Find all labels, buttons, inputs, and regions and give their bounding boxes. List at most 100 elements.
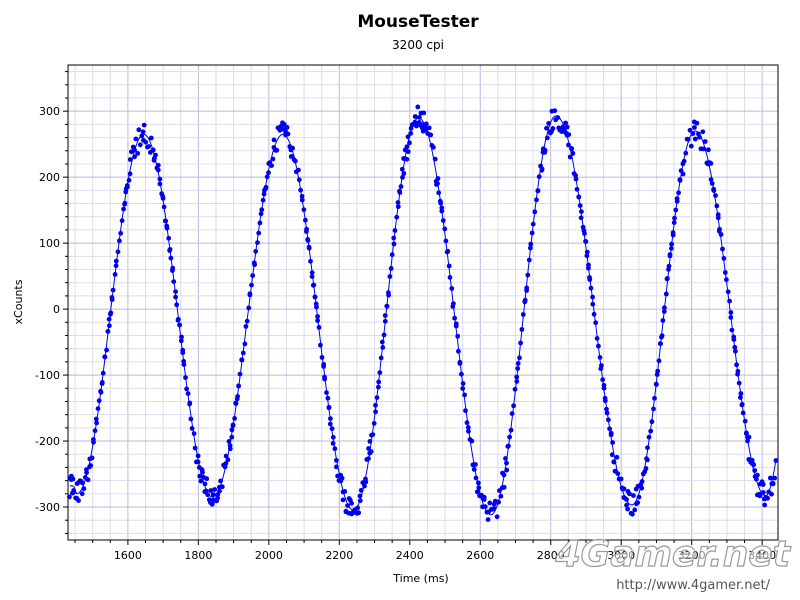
data-point bbox=[218, 478, 224, 484]
x-tick-label: 1800 bbox=[184, 549, 212, 562]
data-point bbox=[250, 273, 256, 278]
data-point bbox=[125, 184, 130, 190]
data-point bbox=[389, 252, 395, 258]
data-point bbox=[615, 471, 621, 476]
data-point bbox=[137, 142, 143, 148]
data-point bbox=[731, 334, 737, 340]
data-point bbox=[660, 318, 666, 323]
data-point bbox=[223, 461, 229, 466]
data-point bbox=[573, 173, 578, 178]
data-point bbox=[380, 345, 386, 350]
data-point bbox=[512, 386, 518, 392]
data-point bbox=[298, 187, 303, 193]
data-point bbox=[292, 158, 298, 164]
data-point bbox=[464, 420, 470, 426]
data-point bbox=[651, 406, 656, 412]
x-tick-label: 2200 bbox=[325, 549, 353, 562]
data-point bbox=[639, 479, 645, 484]
data-point bbox=[431, 144, 436, 150]
data-point bbox=[98, 388, 103, 394]
data-point bbox=[239, 357, 245, 363]
data-point bbox=[377, 370, 383, 375]
data-point bbox=[212, 487, 218, 492]
data-point bbox=[148, 135, 154, 141]
data-point bbox=[525, 272, 531, 278]
data-point bbox=[627, 491, 632, 497]
data-point bbox=[508, 427, 514, 433]
data-point bbox=[388, 266, 394, 271]
data-point bbox=[594, 336, 600, 341]
data-point bbox=[246, 305, 252, 311]
data-point bbox=[739, 401, 745, 407]
data-point bbox=[339, 475, 345, 481]
data-point bbox=[494, 514, 500, 520]
data-point bbox=[474, 489, 480, 495]
data-point bbox=[257, 220, 263, 226]
y-tick-label: 300 bbox=[39, 105, 60, 118]
data-point bbox=[711, 188, 717, 194]
data-point bbox=[415, 104, 421, 110]
data-point bbox=[443, 238, 449, 244]
data-point bbox=[491, 506, 497, 511]
data-point bbox=[701, 146, 707, 152]
data-point bbox=[167, 248, 173, 253]
series-points bbox=[67, 104, 779, 522]
data-point bbox=[514, 374, 520, 380]
data-point bbox=[652, 395, 657, 401]
data-point bbox=[597, 355, 603, 360]
data-point bbox=[168, 255, 174, 261]
data-point bbox=[498, 493, 504, 499]
data-point bbox=[249, 282, 254, 288]
data-point bbox=[184, 386, 190, 392]
data-point bbox=[447, 275, 453, 280]
data-point bbox=[229, 434, 235, 440]
data-point bbox=[772, 475, 778, 481]
data-point bbox=[104, 347, 109, 353]
data-point bbox=[692, 136, 698, 142]
data-point bbox=[391, 241, 397, 247]
data-point bbox=[127, 171, 133, 177]
data-point bbox=[266, 170, 271, 176]
plot-grid bbox=[68, 65, 778, 540]
data-point bbox=[110, 287, 116, 293]
data-point bbox=[683, 150, 689, 156]
data-point bbox=[258, 211, 264, 217]
data-point bbox=[259, 207, 265, 213]
data-point bbox=[342, 489, 348, 494]
data-point bbox=[760, 482, 766, 487]
x-axis-label: Time (ms) bbox=[392, 572, 448, 585]
data-point bbox=[234, 396, 240, 402]
data-point bbox=[305, 238, 311, 244]
data-point bbox=[674, 196, 680, 202]
data-point bbox=[624, 502, 629, 508]
data-point bbox=[310, 282, 316, 288]
data-point bbox=[532, 209, 538, 215]
data-point bbox=[760, 490, 766, 495]
data-point bbox=[155, 162, 161, 168]
data-point bbox=[237, 371, 243, 377]
data-point bbox=[247, 291, 253, 297]
data-point bbox=[315, 318, 320, 323]
data-point bbox=[624, 497, 629, 502]
data-point bbox=[645, 457, 650, 463]
data-point bbox=[630, 511, 635, 517]
data-point bbox=[91, 437, 96, 442]
data-point bbox=[692, 125, 697, 130]
data-point bbox=[84, 467, 89, 472]
y-axis-label: xCounts bbox=[12, 279, 25, 324]
data-point bbox=[183, 375, 188, 380]
data-point bbox=[649, 419, 655, 425]
data-point bbox=[284, 125, 290, 130]
data-point bbox=[528, 241, 534, 247]
data-point bbox=[734, 362, 739, 368]
y-tick-label: -100 bbox=[35, 369, 60, 382]
data-point bbox=[277, 127, 283, 133]
data-point bbox=[725, 289, 731, 295]
data-point bbox=[370, 432, 376, 437]
data-point bbox=[515, 366, 521, 371]
data-point bbox=[395, 204, 401, 210]
data-point bbox=[511, 403, 516, 409]
data-point bbox=[534, 197, 539, 203]
data-point bbox=[174, 302, 180, 308]
data-point bbox=[334, 464, 339, 470]
